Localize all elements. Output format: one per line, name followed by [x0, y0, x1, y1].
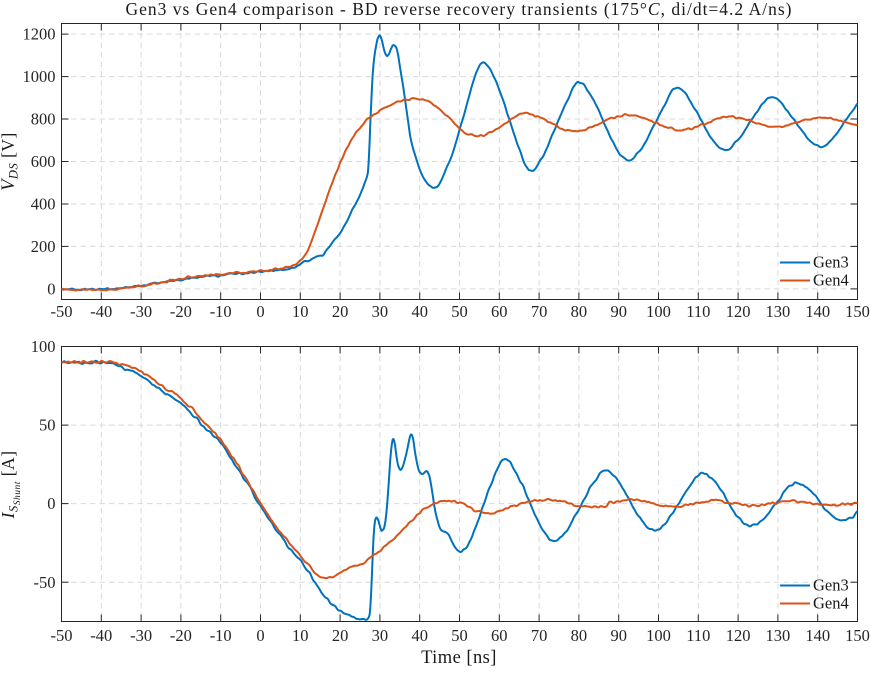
- svg-text:90: 90: [610, 626, 627, 645]
- svg-text:-40: -40: [90, 302, 112, 321]
- svg-text:30: 30: [372, 302, 389, 321]
- svg-text:Gen4: Gen4: [813, 594, 849, 613]
- svg-text:50: 50: [451, 302, 468, 321]
- svg-text:400: 400: [31, 195, 56, 214]
- svg-text:80: 80: [571, 302, 588, 321]
- svg-text:-30: -30: [130, 626, 152, 645]
- svg-text:60: 60: [491, 302, 508, 321]
- svg-text:120: 120: [726, 626, 751, 645]
- svg-text:Gen3: Gen3: [813, 576, 849, 595]
- svg-text:-50: -50: [51, 626, 73, 645]
- svg-text:0: 0: [47, 494, 55, 513]
- svg-text:40: 40: [411, 302, 428, 321]
- svg-text:90: 90: [610, 302, 627, 321]
- svg-text:40: 40: [411, 626, 428, 645]
- svg-text:10: 10: [292, 626, 309, 645]
- svg-text:-20: -20: [170, 302, 192, 321]
- svg-text:100: 100: [31, 337, 56, 356]
- svg-text:130: 130: [766, 302, 791, 321]
- svg-text:0: 0: [47, 280, 55, 299]
- svg-text:150: 150: [845, 626, 870, 645]
- svg-text:VDS [V]: VDS [V]: [0, 132, 21, 191]
- svg-text:Gen3 vs Gen4 comparison - BD r: Gen3 vs Gen4 comparison - BD reverse rec…: [126, 0, 793, 19]
- svg-text:-10: -10: [210, 626, 232, 645]
- svg-text:50: 50: [451, 626, 468, 645]
- svg-text:80: 80: [571, 626, 588, 645]
- svg-text:600: 600: [31, 152, 56, 171]
- svg-text:-50: -50: [51, 302, 73, 321]
- svg-text:Time [ns]: Time [ns]: [421, 648, 497, 668]
- svg-text:0: 0: [256, 626, 264, 645]
- svg-text:130: 130: [766, 626, 791, 645]
- svg-text:100: 100: [646, 626, 671, 645]
- svg-text:140: 140: [805, 302, 830, 321]
- svg-text:10: 10: [292, 302, 309, 321]
- svg-text:20: 20: [332, 302, 349, 321]
- svg-text:110: 110: [686, 626, 710, 645]
- svg-text:-40: -40: [90, 626, 112, 645]
- svg-text:Gen3: Gen3: [813, 253, 849, 272]
- svg-text:Gen4: Gen4: [813, 271, 849, 290]
- svg-text:110: 110: [686, 302, 710, 321]
- svg-text:20: 20: [332, 626, 349, 645]
- svg-text:1200: 1200: [23, 25, 56, 44]
- svg-text:800: 800: [31, 110, 56, 129]
- svg-text:150: 150: [845, 302, 870, 321]
- svg-text:200: 200: [31, 237, 56, 256]
- svg-text:30: 30: [372, 626, 389, 645]
- svg-text:-20: -20: [170, 626, 192, 645]
- svg-text:140: 140: [805, 626, 830, 645]
- svg-text:100: 100: [646, 302, 671, 321]
- svg-text:60: 60: [491, 626, 508, 645]
- svg-text:ISShunt [A]: ISShunt [A]: [0, 450, 23, 519]
- svg-text:120: 120: [726, 302, 751, 321]
- svg-text:-50: -50: [34, 573, 56, 592]
- svg-text:70: 70: [531, 302, 548, 321]
- svg-text:1000: 1000: [23, 67, 56, 86]
- svg-text:0: 0: [256, 302, 264, 321]
- svg-text:-10: -10: [210, 302, 232, 321]
- svg-text:70: 70: [531, 626, 548, 645]
- svg-text:-30: -30: [130, 302, 152, 321]
- svg-text:50: 50: [39, 416, 56, 435]
